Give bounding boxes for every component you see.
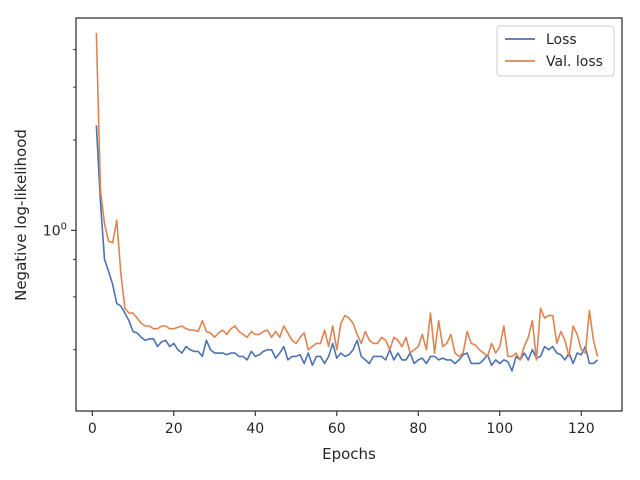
x-tick-label: 120 xyxy=(568,421,595,437)
x-tick-label: 60 xyxy=(328,421,346,437)
legend-label-loss: Loss xyxy=(546,32,577,48)
x-tick-label: 0 xyxy=(88,421,97,437)
x-tick-label: 40 xyxy=(246,421,264,437)
y-axis-ticks: 100 xyxy=(43,49,76,351)
series-layer xyxy=(95,32,599,372)
series-line-loss xyxy=(95,125,599,372)
x-axis-ticks: 0 20 40 60 80 100 120 xyxy=(88,411,595,437)
y-tick-label: 100 xyxy=(43,221,67,239)
series-line-val-loss xyxy=(95,32,599,361)
x-axis-label: Epochs xyxy=(322,445,376,463)
plot-frame xyxy=(75,17,623,412)
x-tick-label: 20 xyxy=(165,421,183,437)
plot-background xyxy=(76,18,622,411)
legend-label-val-loss: Val. loss xyxy=(546,54,603,70)
x-tick-label: 100 xyxy=(486,421,513,437)
legend: Loss Val. loss xyxy=(496,25,615,77)
y-axis-label: Negative log-likelihood xyxy=(12,129,30,301)
x-tick-label: 80 xyxy=(409,421,427,437)
